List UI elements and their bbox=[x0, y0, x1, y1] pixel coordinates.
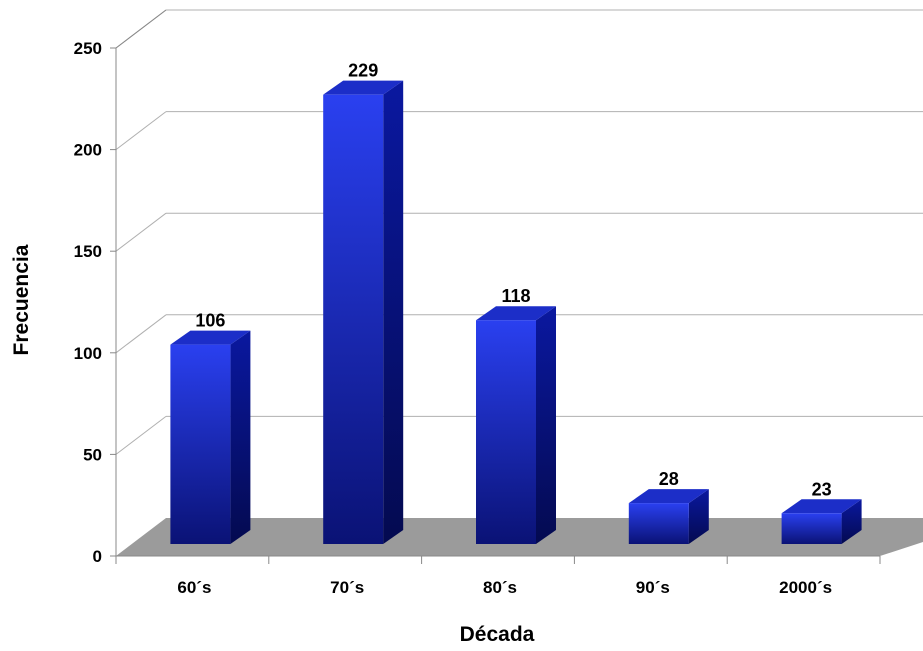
x-tick-label: 80´s bbox=[483, 578, 517, 597]
bar-top bbox=[323, 80, 404, 95]
gridline-diagonal bbox=[115, 212, 167, 252]
x-tick-label: 70´s bbox=[330, 578, 364, 597]
bar-top bbox=[628, 489, 709, 504]
y-tick-label: 200 bbox=[74, 141, 102, 160]
y-tick-label: 250 bbox=[74, 39, 102, 58]
gridline-diagonal bbox=[115, 111, 167, 150]
bar-side bbox=[230, 330, 251, 544]
x-tick-label: 90´s bbox=[636, 578, 670, 597]
bar bbox=[628, 489, 709, 544]
y-axis-depth-line bbox=[115, 9, 167, 49]
bar-side bbox=[383, 80, 404, 544]
bar-side bbox=[688, 489, 709, 544]
bar-front bbox=[476, 320, 536, 544]
y-tick-label: 150 bbox=[74, 242, 102, 261]
bar-top bbox=[781, 499, 862, 514]
bar-front bbox=[323, 94, 384, 544]
bar-value-label: 23 bbox=[812, 479, 832, 499]
y-tick-label: 50 bbox=[83, 445, 102, 464]
bar-side bbox=[536, 306, 556, 544]
labels: 60´s 70´s 80´s 90´s 2000´s 106 229 118 28 23 bbox=[177, 61, 832, 597]
y-tick-label: 0 bbox=[93, 547, 102, 566]
bar-top bbox=[170, 330, 251, 345]
bar bbox=[476, 306, 556, 544]
axes: 0 50 100 150 200 250 bbox=[74, 9, 881, 566]
bar bbox=[781, 499, 862, 544]
gridlines bbox=[115, 9, 923, 455]
bars bbox=[170, 80, 862, 544]
x-tick-label: 60´s bbox=[177, 578, 211, 597]
gridline-diagonal bbox=[115, 314, 167, 354]
bar-value-label: 118 bbox=[501, 286, 530, 306]
bar-top bbox=[476, 306, 556, 321]
x-tick-label: 2000´s bbox=[779, 578, 832, 597]
y-axis-title: Frecuencia bbox=[10, 244, 33, 355]
bar-front bbox=[781, 513, 842, 544]
bar-side bbox=[841, 499, 862, 544]
bar-value-label: 229 bbox=[348, 61, 378, 81]
bar-value-label: 106 bbox=[195, 311, 225, 331]
bar-front bbox=[628, 503, 689, 544]
bar bbox=[170, 330, 251, 544]
bar-value-label: 28 bbox=[659, 469, 679, 489]
bar-front bbox=[170, 344, 231, 544]
gridline-diagonal bbox=[115, 416, 167, 455]
bar bbox=[323, 80, 404, 544]
y-tick-label: 100 bbox=[74, 344, 102, 363]
x-axis-title: Década bbox=[460, 623, 535, 646]
